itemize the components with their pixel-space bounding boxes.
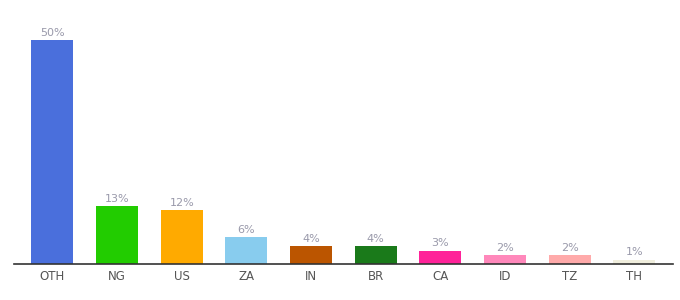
Text: 3%: 3% xyxy=(432,238,449,248)
Text: 4%: 4% xyxy=(302,234,320,244)
Bar xyxy=(613,260,656,264)
Bar xyxy=(31,40,73,264)
Bar xyxy=(160,210,203,264)
Text: 4%: 4% xyxy=(367,234,385,244)
Text: 1%: 1% xyxy=(626,247,643,257)
Text: 2%: 2% xyxy=(561,243,579,253)
Bar xyxy=(290,246,332,264)
Text: 2%: 2% xyxy=(496,243,514,253)
Text: 13%: 13% xyxy=(105,194,129,204)
Text: 6%: 6% xyxy=(237,225,255,235)
Bar xyxy=(484,255,526,264)
Bar xyxy=(225,237,267,264)
Bar xyxy=(355,246,396,264)
Bar xyxy=(549,255,591,264)
Bar xyxy=(420,250,462,264)
Bar xyxy=(96,206,138,264)
Text: 12%: 12% xyxy=(169,198,194,208)
Text: 50%: 50% xyxy=(40,28,65,38)
